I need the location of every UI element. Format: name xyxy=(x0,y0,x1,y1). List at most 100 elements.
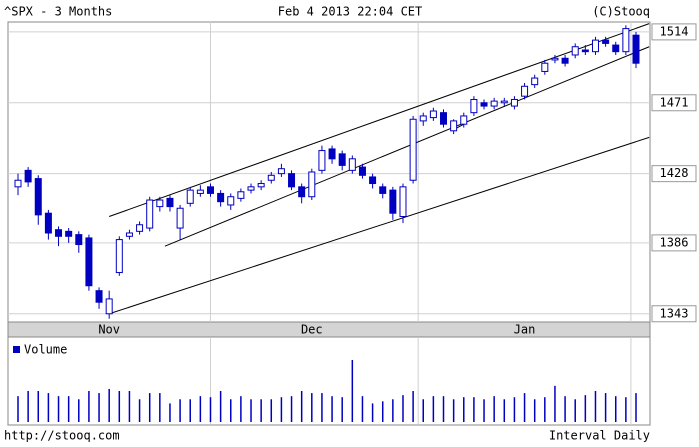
candle-body xyxy=(480,102,488,107)
volume-bar xyxy=(392,399,394,422)
candle-body xyxy=(105,298,113,315)
volume-bar xyxy=(280,397,283,422)
candle-body xyxy=(14,179,22,188)
y-tick-box xyxy=(651,234,697,252)
volume-bar xyxy=(17,396,19,422)
candle-body xyxy=(429,110,437,119)
candle-body xyxy=(146,199,154,229)
candle-body xyxy=(379,186,387,194)
interval: Interval Daily xyxy=(549,429,650,443)
volume-bar xyxy=(341,397,343,422)
candle-body xyxy=(460,115,468,125)
volume-bar xyxy=(604,393,607,422)
candle-body xyxy=(581,49,589,53)
credit: (C)Stooq xyxy=(592,5,650,19)
candle-body xyxy=(24,169,32,183)
volume-bar xyxy=(128,391,131,422)
volume-bar xyxy=(422,399,424,422)
candle-body xyxy=(85,237,93,287)
volume-bar xyxy=(27,391,29,422)
volume-bar xyxy=(442,396,445,422)
candle-body xyxy=(206,186,214,194)
candle-body xyxy=(318,150,326,171)
volume-bar xyxy=(250,399,252,422)
volume-bar xyxy=(625,397,627,422)
volume-bar xyxy=(88,391,90,422)
candle-body xyxy=(34,178,42,216)
candle-body xyxy=(125,232,133,237)
volume-bar xyxy=(351,360,354,422)
volume-bar xyxy=(300,391,303,422)
candle-body xyxy=(622,28,630,53)
candle-body xyxy=(399,186,407,218)
volume-bar xyxy=(78,399,80,422)
candle-body xyxy=(389,189,397,214)
y-tick-box xyxy=(651,94,697,112)
volume-bar xyxy=(483,399,485,422)
timestamp: Feb 4 2013 22:04 CET xyxy=(278,5,423,19)
volume-bar xyxy=(290,396,293,422)
y-tick-label: 1428 xyxy=(660,166,689,180)
volume-bar xyxy=(240,396,242,422)
candle-body xyxy=(510,98,518,107)
volume-bar xyxy=(402,395,404,422)
volume-bar xyxy=(270,399,273,422)
candle-body xyxy=(419,115,427,122)
candle-body xyxy=(338,153,346,166)
candle-body xyxy=(602,39,610,44)
candle-body xyxy=(267,174,275,181)
volume-bar xyxy=(47,393,50,422)
volume-bar xyxy=(544,397,546,422)
volume-bar xyxy=(594,391,597,422)
candle-body xyxy=(409,118,417,181)
candle-body xyxy=(440,112,448,125)
volume-bar xyxy=(321,393,323,422)
y-tick-box xyxy=(651,165,697,183)
candle-body xyxy=(176,207,184,229)
volume-bar xyxy=(118,391,121,422)
candle-body xyxy=(257,183,265,188)
candle-body xyxy=(75,234,83,246)
candle-body xyxy=(308,171,316,198)
candle-body xyxy=(156,199,164,208)
volume-bar xyxy=(230,399,232,422)
trend-line xyxy=(109,136,650,315)
volume-bar xyxy=(463,397,465,422)
volume-bar xyxy=(311,393,313,422)
candle-body xyxy=(612,44,620,53)
candle-body xyxy=(136,224,144,232)
chart-title: ^SPX - 3 Months xyxy=(4,5,112,19)
volume-bar xyxy=(209,397,212,422)
candle-body xyxy=(196,189,204,194)
candle-body xyxy=(115,239,123,274)
volume-bar xyxy=(108,388,110,422)
volume-bar xyxy=(635,393,637,422)
volume-bar xyxy=(614,396,617,422)
volume-bar xyxy=(574,399,576,422)
volume-bar xyxy=(554,385,556,422)
candle-body xyxy=(348,158,356,171)
candle-body xyxy=(450,120,458,132)
volume-bar xyxy=(432,396,435,422)
candle-body xyxy=(288,173,296,188)
candle-body xyxy=(551,57,559,61)
volume-bar xyxy=(37,391,40,422)
candle-body xyxy=(298,186,306,198)
volume-bar xyxy=(159,393,161,422)
candle-body xyxy=(561,57,569,64)
y-tick-label: 1471 xyxy=(660,95,689,109)
candle-body xyxy=(186,189,194,204)
candle-body xyxy=(55,229,63,237)
candle-body xyxy=(521,85,529,97)
candle-body xyxy=(166,197,174,208)
candle-body xyxy=(500,100,508,104)
candle-body xyxy=(217,192,225,203)
candle-body xyxy=(531,77,539,86)
x-tick-label: Nov xyxy=(98,323,120,337)
x-tick-label: Dec xyxy=(301,323,323,337)
volume-bar xyxy=(503,399,506,422)
legend-swatch xyxy=(13,346,20,353)
y-tick-label: 1343 xyxy=(660,306,689,320)
volume-bar xyxy=(179,399,181,422)
